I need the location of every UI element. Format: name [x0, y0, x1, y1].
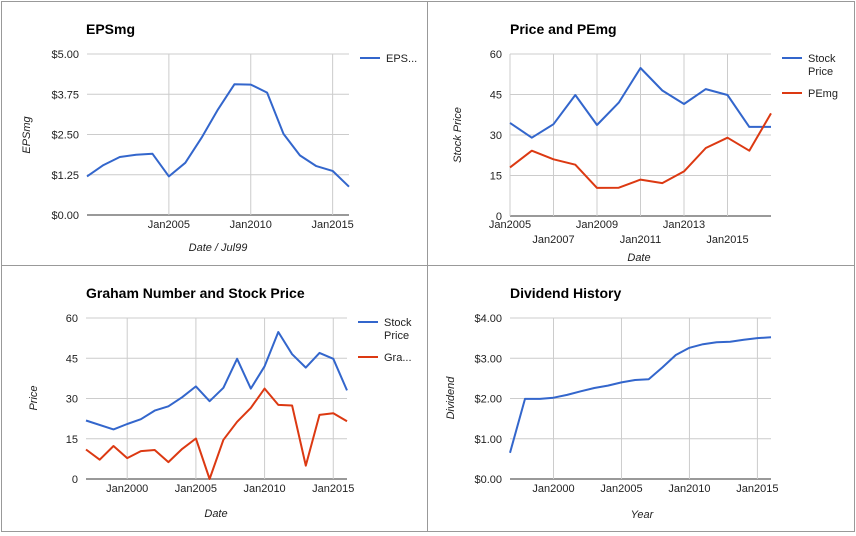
- y-tick-label: 0: [72, 474, 78, 486]
- x-tick-label: Jan2015: [312, 483, 354, 495]
- chart-panel-graham: Graham Number and Stock Price Price Date…: [1, 265, 428, 532]
- chart-title: Graham Number and Stock Price: [86, 285, 305, 301]
- y-tick-label: $4.00: [474, 313, 502, 325]
- y-tick-label: $2.00: [474, 394, 502, 406]
- y-tick-label: $1.25: [51, 170, 79, 182]
- chart-panel-price-pemg: Price and PEmg Stock Price Date 0 15 30 45 6…: [427, 1, 855, 266]
- y-tick-label: 45: [66, 353, 78, 365]
- y-tick-label: $5.00: [51, 49, 79, 61]
- y-tick-label: $2.50: [51, 130, 79, 142]
- y-axis-label: Price: [28, 385, 40, 410]
- y-tick-label: 60: [66, 313, 78, 325]
- y-tick-label: 30: [490, 130, 502, 142]
- x-tick-label: Jan2005: [148, 219, 190, 231]
- x-axis-label: Date: [204, 508, 227, 520]
- y-tick-label: 15: [66, 434, 78, 446]
- chart-title: Dividend History: [510, 285, 621, 301]
- y-tick-label: 45: [490, 90, 502, 102]
- x-tick-label: Jan2010: [230, 219, 272, 231]
- chart-epsmg: EPSmg EPSmg Date / Jul99 $0.00 $1.25 $2.50…: [21, 21, 417, 254]
- x-axis-label: Date: [627, 252, 650, 264]
- x-tick-label: Jan2010: [668, 483, 710, 495]
- chart-title: EPSmg: [86, 21, 135, 37]
- x-axis-label: Date / Jul99: [189, 242, 248, 254]
- legend-label: Price: [384, 330, 409, 342]
- y-axis-label: Stock Price: [452, 107, 464, 163]
- x-tick-label: Jan2005: [600, 483, 642, 495]
- x-tick-label: Jan2000: [106, 483, 148, 495]
- y-tick-label: 60: [490, 49, 502, 61]
- x-tick-label: Jan2007: [532, 234, 574, 246]
- chart-dividend: Dividend History Dividend Year $0.00 $1.0…: [445, 285, 779, 521]
- chart-title: Price and PEmg: [510, 21, 617, 37]
- series-line-1: [85, 387, 348, 480]
- legend-label: Stock: [384, 317, 412, 329]
- x-tick-label: Jan2011: [620, 234, 661, 246]
- y-tick-label: $3.00: [474, 353, 502, 365]
- x-tick-label: Jan2015: [736, 483, 778, 495]
- legend-label: Gra...: [384, 352, 412, 364]
- x-tick-label: Jan2013: [663, 219, 705, 231]
- x-axis-label: Year: [631, 509, 655, 521]
- legend: EPS...: [360, 53, 417, 65]
- series-line-0: [509, 336, 772, 454]
- y-tick-label: 0: [496, 211, 502, 223]
- chart-panel-dividend: Dividend History Dividend Year $0.00 $1.0…: [427, 265, 855, 532]
- series-line-1: [509, 112, 772, 189]
- legend-label: EPS...: [386, 53, 417, 65]
- y-tick-label: 15: [490, 171, 502, 183]
- y-axis-label: Dividend: [445, 376, 457, 420]
- series-line-0: [86, 83, 350, 188]
- y-tick-label: $0.00: [51, 210, 79, 222]
- y-tick-label: $1.00: [474, 434, 502, 446]
- y-axis-label: EPSmg: [21, 115, 33, 153]
- x-tick-label: Jan2015: [312, 219, 354, 231]
- x-tick-label: Jan2010: [243, 483, 285, 495]
- legend-label: PEmg: [808, 88, 838, 100]
- x-tick-label: Jan2005: [489, 219, 531, 231]
- x-tick-label: Jan2005: [175, 483, 217, 495]
- x-tick-label: Jan2009: [576, 219, 618, 231]
- y-tick-label: $0.00: [474, 474, 502, 486]
- chart-price-pemg: Price and PEmg Stock Price Date 0 15 30 45 6…: [452, 21, 838, 264]
- legend-label: Price: [808, 66, 833, 78]
- series-line-0: [85, 331, 348, 431]
- y-tick-label: 30: [66, 394, 78, 406]
- y-tick-label: $3.75: [51, 89, 79, 101]
- series-line-0: [509, 67, 771, 139]
- legend-label: Stock: [808, 53, 836, 65]
- chart-panel-epsmg: EPSmg EPSmg Date / Jul99 $0.00 $1.25 $2.50…: [1, 1, 428, 266]
- x-tick-label: Jan2015: [706, 234, 748, 246]
- x-tick-label: Jan2000: [532, 483, 574, 495]
- chart-graham: Graham Number and Stock Price Price Date…: [28, 285, 412, 520]
